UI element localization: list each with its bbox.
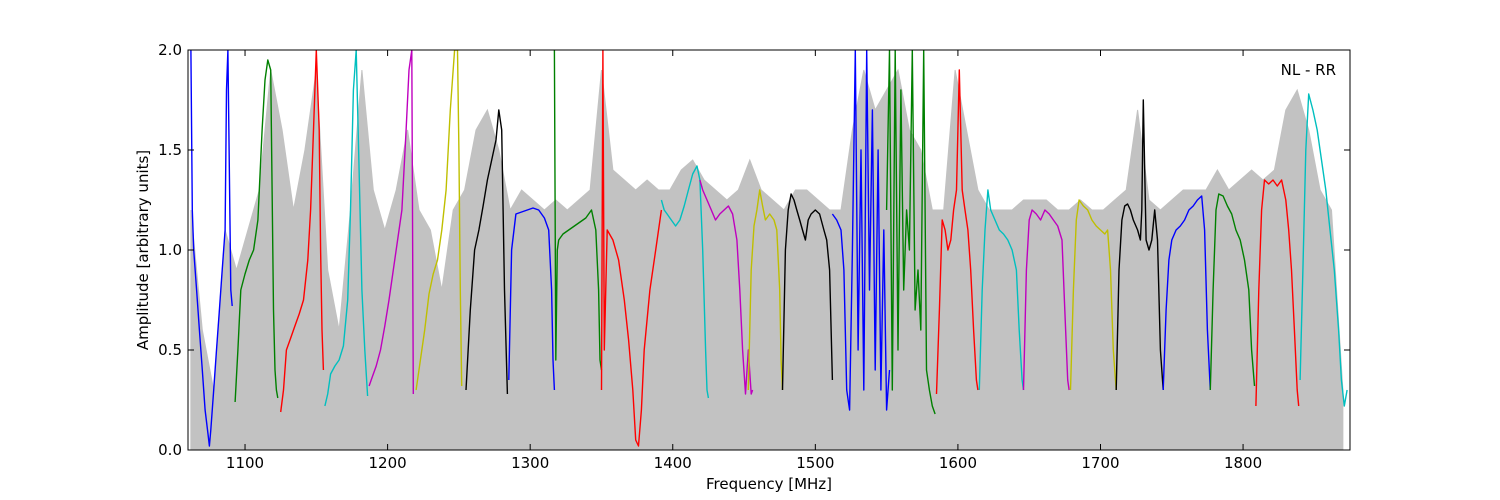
x-tick-label: 1200 (369, 454, 407, 472)
y-axis: 0.0 0.5 1.0 1.5 2.0 (158, 41, 1350, 459)
series-line-23 (1209, 193, 1256, 391)
series-line-7 (465, 109, 509, 395)
x-tick-label: 1100 (226, 454, 264, 472)
x-tick-label: 1800 (1224, 454, 1262, 472)
x-tick-label: 1400 (654, 454, 692, 472)
x-tick-label: 1700 (1081, 454, 1119, 472)
series-line-6 (415, 50, 463, 391)
series-line-8 (508, 207, 556, 391)
series-line-15 (831, 50, 891, 411)
series-line-2 (234, 59, 279, 403)
y-axis-label: Amplitude [arbitrary units] (134, 150, 152, 350)
series-line-18 (978, 189, 1025, 391)
series-line-12 (699, 179, 754, 395)
y-tick-label: 1.5 (158, 141, 182, 159)
series-line-17 (935, 69, 979, 395)
series-line-5 (368, 50, 414, 395)
y-tick-label: 2.0 (158, 41, 182, 59)
series-line-4 (324, 50, 369, 407)
series-line-1 (190, 50, 233, 447)
x-axis: 1100 1200 1300 1400 1500 1600 1700 1800 (226, 50, 1262, 472)
series-line-9 (553, 50, 603, 371)
series-line-19 (1022, 209, 1070, 391)
series-line-13 (747, 189, 784, 391)
x-tick-label: 1600 (939, 454, 977, 472)
y-tick-label: 1.0 (158, 241, 182, 259)
series-line-16 (885, 50, 936, 415)
series-line-14 (781, 193, 834, 391)
data-layer (190, 50, 1348, 450)
series-line-11 (660, 165, 710, 399)
y-tick-label: 0.5 (158, 341, 182, 359)
series-line-10 (600, 50, 663, 447)
series-line-24 (1255, 179, 1300, 407)
x-axis-label: Frequency [MHz] (706, 475, 832, 493)
series-line-20 (1069, 199, 1117, 391)
x-tick-label: 1300 (511, 454, 549, 472)
series-line-3 (280, 50, 325, 413)
series-line-21 (1115, 99, 1164, 391)
series-line-22 (1162, 195, 1211, 391)
series-line-25 (1299, 93, 1348, 407)
envelope-area (190, 68, 1344, 450)
legend-annotation: NL - RR (1281, 61, 1336, 79)
y-tick-label: 0.0 (158, 441, 182, 459)
x-tick-label: 1500 (796, 454, 834, 472)
